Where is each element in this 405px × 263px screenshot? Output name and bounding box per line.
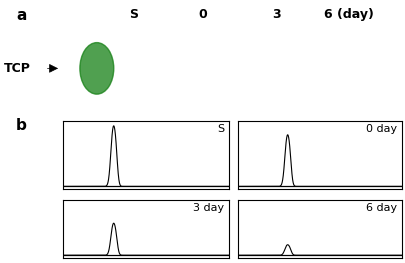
Text: S: S <box>217 124 224 134</box>
Text: b: b <box>16 118 27 133</box>
Text: a: a <box>16 8 27 23</box>
Text: 3 day: 3 day <box>193 203 224 213</box>
Text: 6 day: 6 day <box>365 203 396 213</box>
Text: 6 (day): 6 (day) <box>324 8 373 21</box>
Text: TCP: TCP <box>4 62 31 75</box>
Text: S: S <box>129 8 138 21</box>
Ellipse shape <box>80 43 113 94</box>
Text: 3: 3 <box>271 8 280 21</box>
Text: 0: 0 <box>198 8 207 21</box>
Text: 0 day: 0 day <box>365 124 396 134</box>
